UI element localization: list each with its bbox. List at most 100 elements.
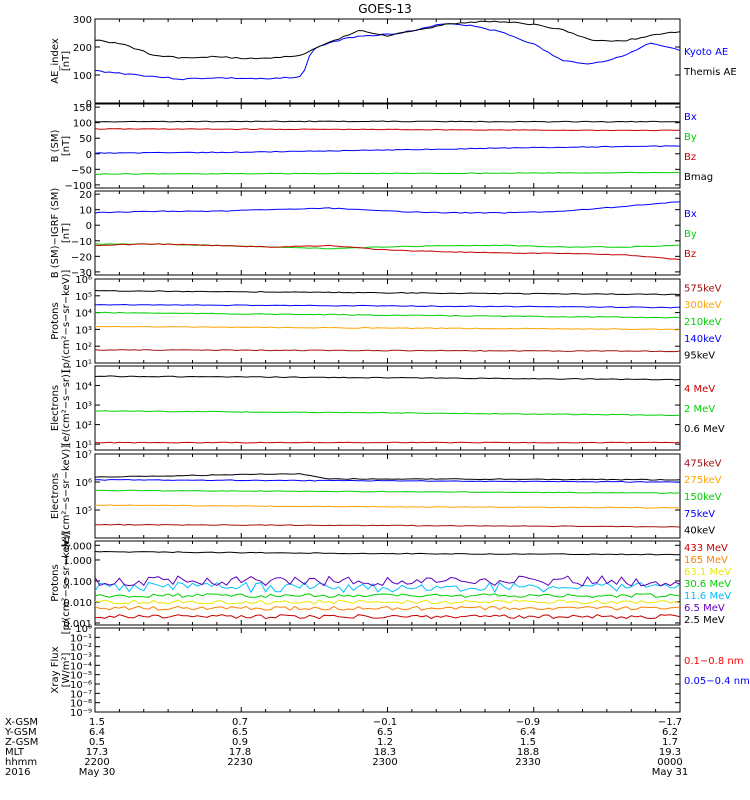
y-tick-label: −20: [71, 252, 92, 263]
panel-8: 10⁻⁹10⁻⁸10⁻⁷10⁻⁶10⁻⁵10⁻⁴10⁻³10⁻²10⁻¹10⁰X…: [50, 624, 750, 719]
y-tick-label: 10⁻⁶: [70, 680, 92, 691]
legend-entry: 275keV: [684, 475, 722, 486]
y-tick-label: 10¹: [75, 440, 92, 451]
footer-value: −1.7: [658, 717, 682, 728]
y-tick-label: 0: [86, 221, 92, 232]
footer-value: 2230: [227, 757, 252, 768]
footer-value: 1.2: [377, 737, 393, 748]
y-tick-label: 10³: [75, 401, 92, 412]
legend-entry: 95keV: [684, 351, 715, 362]
panel-frame: [94, 103, 681, 189]
footer-value: 6.4: [520, 727, 536, 738]
footer-value: 0000: [657, 757, 682, 768]
footer-value: 1.7: [662, 737, 678, 748]
y-tick-label: 10³: [75, 325, 92, 336]
y-tick-label: 10⁶: [75, 478, 92, 489]
series-line: [95, 599, 680, 605]
footer-value: 6.4: [89, 727, 105, 738]
legend-entry: 300keV: [684, 300, 722, 311]
footer-row-label: 2016: [5, 767, 30, 778]
legend-entry: Bz: [684, 152, 696, 163]
y-tick-label: 100: [73, 71, 92, 82]
chart-title: GOES-13: [358, 2, 412, 16]
legend-entry: Kyoto AE: [684, 47, 728, 58]
footer-value: 17.3: [86, 747, 108, 758]
panel-1: 0 100 200 300 AE_index[nT] Kyoto AE Themis AE: [50, 15, 737, 110]
y-tick-label: 200: [73, 43, 92, 54]
footer-coordinates: X-GSMY-GSMZ-GSMMLThhmm20161.56.40.517.32…: [4, 717, 688, 778]
footer-value: 2300: [372, 757, 397, 768]
legend-entry: 140keV: [684, 334, 722, 345]
legend-entry: Bz: [684, 249, 696, 260]
y-axis-label: Protons[p/(cm²−s−sr−keV)]: [50, 532, 72, 635]
panel-4: 10¹ 10² 10³ 10⁴ 10⁵ 10⁶Protons[p/(cm²−s−sr−ke…: [50, 270, 722, 373]
legend-entry: 2.5 MeV: [684, 615, 725, 626]
y-tick-label: −50: [71, 165, 92, 176]
legend-entry: 575keV: [684, 283, 722, 294]
y-tick-label: 100: [73, 119, 92, 130]
y-tick-label: 1.000: [63, 556, 92, 567]
footer-value: 6.5: [232, 727, 248, 738]
legend-entry: 30.6 MeV: [684, 579, 731, 590]
legend-entry: 475keV: [684, 458, 722, 469]
panel-2: −100 −50 0 50 100 150 B (SM)[nT] Bx By Bz Bmag: [50, 103, 713, 192]
y-tick-label: −100: [65, 181, 92, 192]
series-line: [95, 575, 680, 587]
footer-value: May 30: [79, 767, 116, 778]
y-tick-label: 10²: [75, 421, 92, 432]
legend-entry: 6.5 MeV: [684, 603, 725, 614]
y-tick-label: 10⁶: [75, 275, 92, 286]
panel-frame: [94, 18, 681, 104]
series-line: [95, 20, 680, 60]
series-line: [95, 290, 680, 296]
series-line: [95, 128, 680, 132]
series-line: [95, 605, 680, 611]
series-line: [95, 201, 680, 214]
series-line: [95, 303, 680, 309]
series-line: [95, 489, 680, 494]
y-tick-label: 10⁻⁵: [70, 671, 92, 682]
footer-value: 1.5: [520, 737, 536, 748]
y-tick-label: 10⁻²: [70, 643, 92, 654]
series-line: [95, 614, 680, 620]
footer-value: 0.7: [232, 717, 248, 728]
y-tick-label: 0: [86, 99, 92, 110]
legend-entry: 2 MeV: [684, 404, 715, 415]
footer-value: 17.8: [229, 747, 251, 758]
y-tick-label: 10⁰: [75, 624, 92, 635]
y-tick-label: 0: [86, 150, 92, 161]
y-tick-label: 50: [79, 134, 92, 145]
y-tick-label: 0.010: [63, 598, 92, 609]
y-tick-label: 10⁻⁴: [70, 661, 92, 672]
y-tick-label: 10²: [75, 342, 92, 353]
y-axis-label: AE_index[nT]: [50, 38, 72, 84]
y-axis-label: Xray Flux[W/m²]: [50, 646, 72, 693]
y-tick-label: −30: [71, 268, 92, 279]
legend-entry: 4 MeV: [684, 384, 715, 395]
legend-entry: Bmag: [684, 172, 713, 183]
y-axis-label: Protons[p/(cm²−s−sr−keV)]: [50, 270, 72, 373]
panel-7: 0.001 0.010 0.100 1.000 5.000Protons[p/(cm²−…: [50, 532, 731, 635]
legend-entry: By: [684, 132, 697, 143]
series-line: [95, 441, 680, 444]
footer-value: 2200: [84, 757, 109, 768]
y-axis-label: Electrons[e/(cm²−s−sr)]: [50, 370, 72, 446]
panel-3: −30 −20 −10 0 10 20 B (SM)−IGRF (SM)[nT] Bx By Bz: [50, 188, 697, 279]
legend-entry: 0.05−0.4 nm: [684, 676, 750, 687]
y-tick-label: −10: [71, 237, 92, 248]
y-tick-label: 10⁵: [75, 292, 92, 303]
y-tick-label: 10⁻³: [70, 652, 92, 663]
series-line: [95, 145, 680, 154]
footer-row-label: hhmm: [5, 757, 37, 768]
legend-entry: 63.1 MeV: [684, 567, 731, 578]
footer-row-label: MLT: [5, 747, 25, 758]
y-axis-label: B (SM)−IGRF (SM)[nT]: [50, 188, 72, 279]
legend-entry: 165 MeV: [684, 555, 728, 566]
footer-value: 0.5: [89, 737, 105, 748]
y-tick-label: 10: [79, 206, 92, 217]
footer-value: 0.9: [232, 737, 248, 748]
